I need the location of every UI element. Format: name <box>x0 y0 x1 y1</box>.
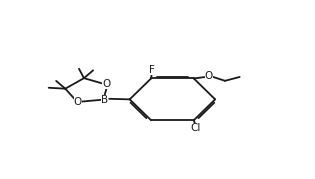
Text: O: O <box>205 71 213 81</box>
Text: Cl: Cl <box>191 123 201 133</box>
Text: O: O <box>74 97 82 107</box>
Text: F: F <box>149 66 155 76</box>
Text: B: B <box>100 95 108 105</box>
Text: O: O <box>102 79 111 89</box>
